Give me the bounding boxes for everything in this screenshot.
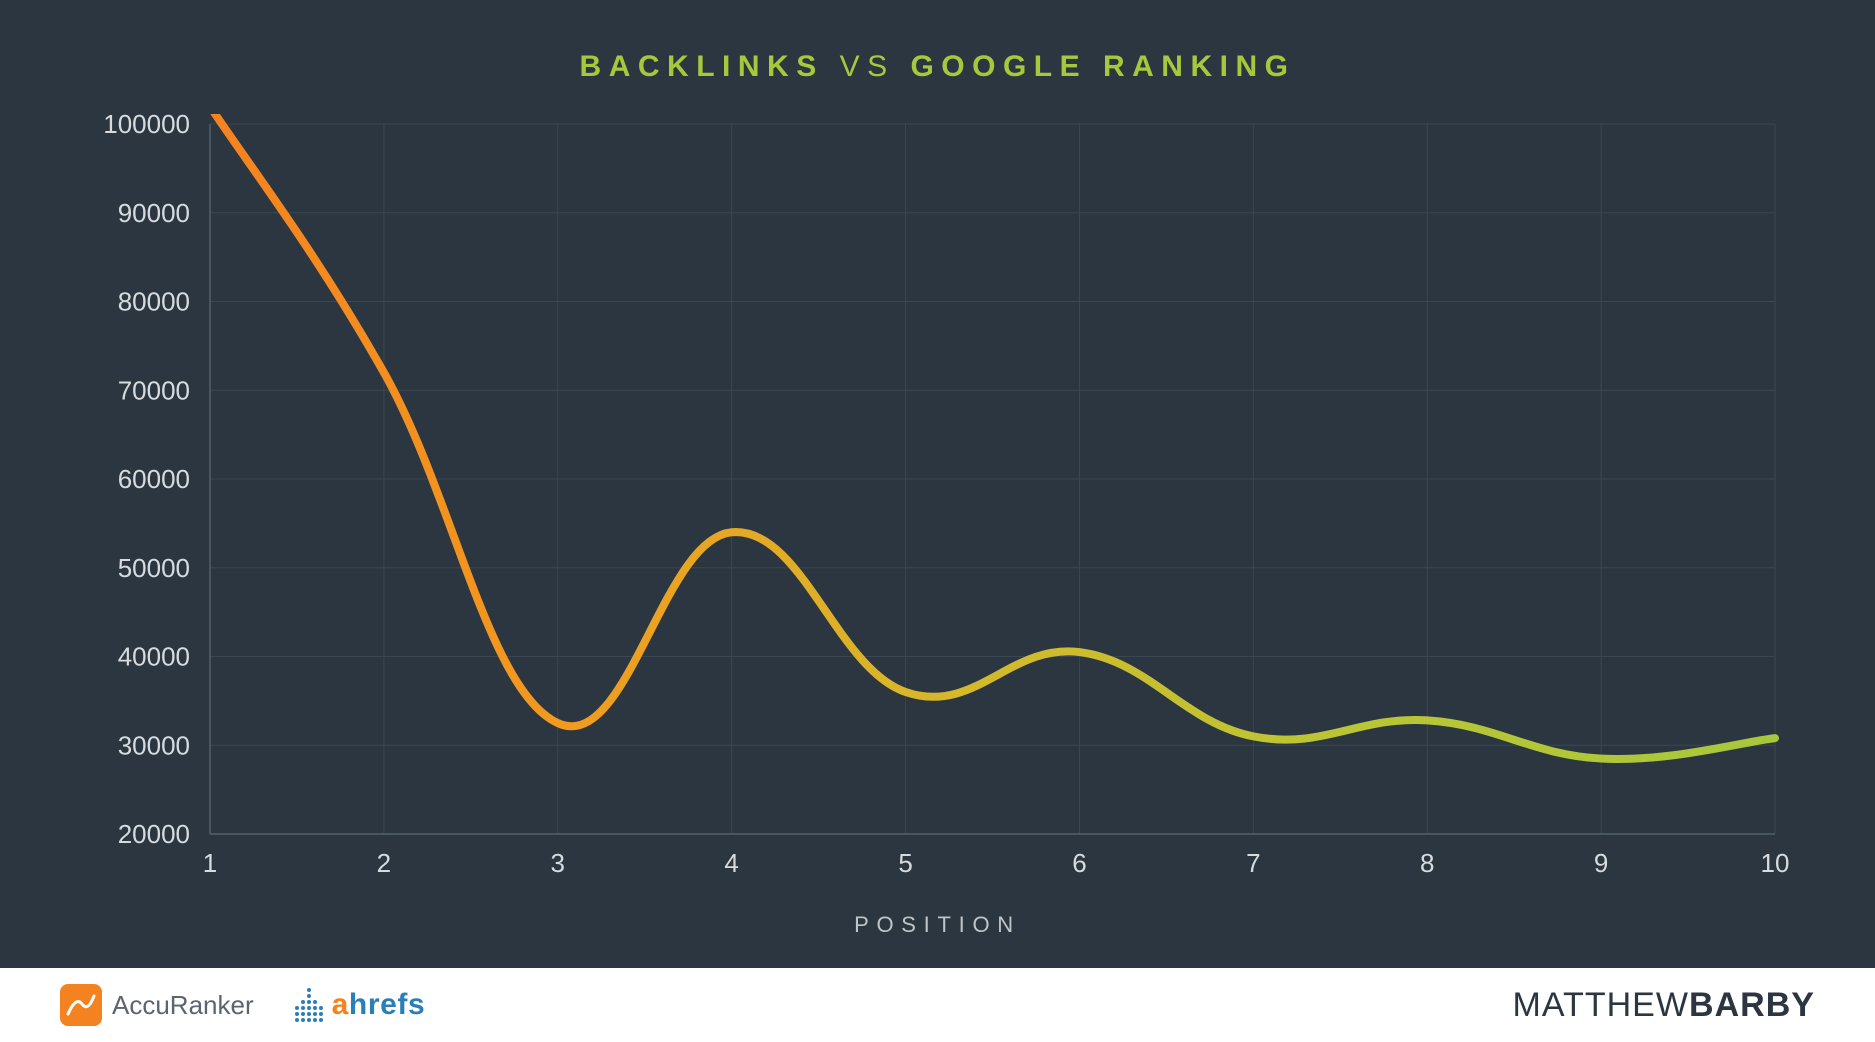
svg-text:50000: 50000 xyxy=(118,553,190,583)
plot-region: 20000 30000 40000 50000 60000 70000 80000 90000… xyxy=(70,114,1805,894)
svg-text:70000: 70000 xyxy=(118,375,190,405)
accuranker-icon xyxy=(60,984,102,1026)
title-part-1: BACKLINKS xyxy=(580,50,824,83)
title-part-3: GOOGLE RANKING xyxy=(910,50,1295,83)
svg-text:10: 10 xyxy=(1761,848,1790,878)
title-part-2: VS xyxy=(840,50,895,83)
svg-text:9: 9 xyxy=(1594,848,1608,878)
svg-text:7: 7 xyxy=(1246,848,1260,878)
chart-title: BACKLINKS VS GOOGLE RANKING xyxy=(70,50,1805,84)
attribution: MATTHEWBARBY xyxy=(1513,986,1815,1025)
svg-text:40000: 40000 xyxy=(118,642,190,672)
svg-text:90000: 90000 xyxy=(118,198,190,228)
accuranker-text: AccuRanker xyxy=(112,990,254,1021)
svg-text:20000: 20000 xyxy=(118,819,190,849)
ahrefs-logo: ahrefs xyxy=(294,987,426,1023)
ahrefs-dots-icon xyxy=(294,987,324,1023)
svg-text:3: 3 xyxy=(551,848,565,878)
ahrefs-text: ahrefs xyxy=(332,988,426,1022)
line-chart-svg: 20000 30000 40000 50000 60000 70000 80000 90000… xyxy=(70,114,1805,894)
attribution-bold: BARBY xyxy=(1689,986,1815,1024)
attribution-light: MATTHEW xyxy=(1513,986,1689,1024)
svg-text:100000: 100000 xyxy=(103,114,190,139)
svg-text:8: 8 xyxy=(1420,848,1434,878)
svg-text:1: 1 xyxy=(203,848,217,878)
svg-text:2: 2 xyxy=(377,848,391,878)
svg-text:4: 4 xyxy=(724,848,738,878)
accuranker-logo: AccuRanker xyxy=(60,984,254,1026)
svg-text:6: 6 xyxy=(1072,848,1086,878)
svg-text:30000: 30000 xyxy=(118,730,190,760)
chart-area: BACKLINKS VS GOOGLE RANKING 20000 30000 40… xyxy=(0,0,1875,968)
svg-text:5: 5 xyxy=(898,848,912,878)
svg-text:60000: 60000 xyxy=(118,464,190,494)
x-axis-label: POSITION xyxy=(70,912,1805,938)
footer-bar: AccuRanker ahrefs MATTHEWBARBY xyxy=(0,968,1875,1042)
footer-logos: AccuRanker ahrefs xyxy=(60,984,425,1026)
svg-text:80000: 80000 xyxy=(118,287,190,317)
